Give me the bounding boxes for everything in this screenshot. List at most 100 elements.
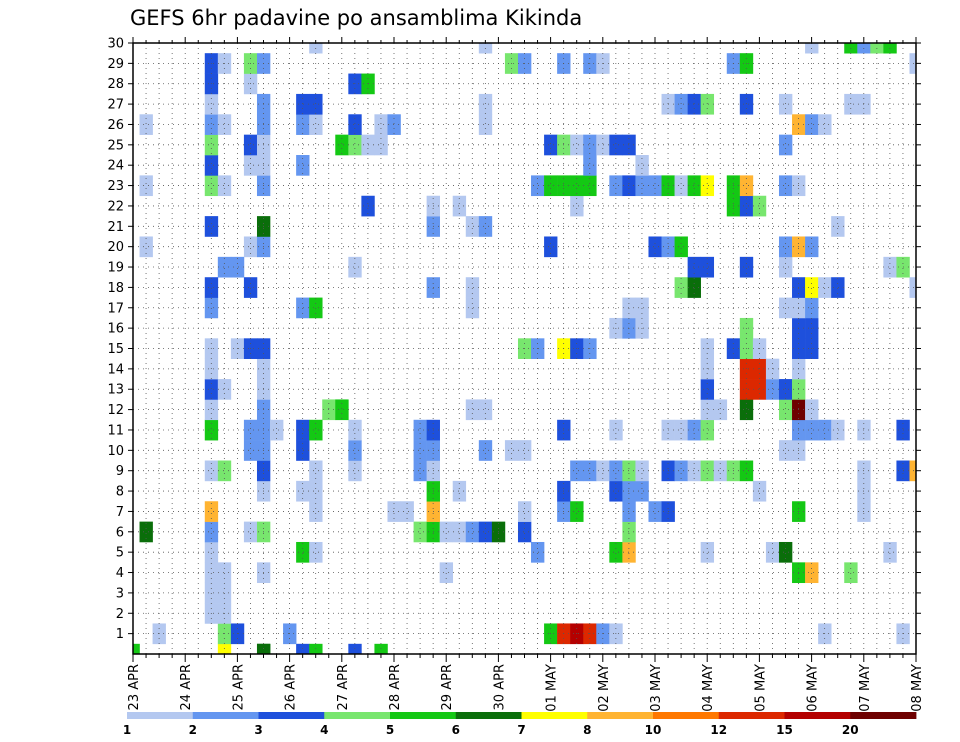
heatmap-cell: [309, 114, 323, 135]
y-tick-label: 19: [107, 261, 124, 276]
heatmap-cell: [217, 379, 232, 400]
heatmap-cell: [374, 134, 388, 156]
colorbar-segment: [784, 712, 851, 719]
heatmap-cell: [700, 175, 715, 197]
heatmap-cell: [805, 114, 819, 135]
x-tick-label: 06 MAY: [806, 664, 821, 712]
y-tick-label: 6: [116, 525, 124, 540]
heatmap-cell: [700, 379, 715, 400]
heatmap-cell: [217, 460, 232, 482]
y-tick-label: 5: [116, 546, 124, 561]
heatmap-cell: [778, 399, 793, 421]
heatmap-cell: [765, 358, 780, 380]
heatmap-cell: [622, 175, 636, 197]
heatmap-cell: [531, 541, 545, 563]
colorbar: 1 2 3 4 5 6 7 8 10 12 15 20: [123, 712, 917, 737]
heatmap-cell: [413, 440, 427, 461]
heatmap-cell: [622, 541, 636, 563]
heatmap-cell: [765, 379, 780, 400]
heatmap-cell: [387, 114, 401, 135]
colorbar-label: 1: [123, 723, 131, 737]
colorbar-segment: [324, 712, 391, 719]
heatmap-cell: [687, 460, 701, 482]
heatmap-cell: [700, 256, 715, 278]
x-tick-label: 28 APR: [388, 664, 403, 710]
colorbar-label: 12: [710, 723, 727, 737]
heatmap-cell: [765, 541, 780, 563]
heatmap-cell: [374, 114, 388, 135]
heatmap-cell: [570, 134, 584, 156]
heatmap-cell: [504, 440, 519, 461]
heatmap-cell: [544, 134, 558, 156]
heatmap-cell: [583, 175, 597, 197]
heatmap-cell: [622, 460, 636, 482]
heatmap-cell: [348, 256, 362, 278]
heatmap-cell: [204, 562, 219, 584]
heatmap-cell: [204, 277, 219, 298]
heatmap-cell: [805, 297, 819, 319]
y-tick-label: 30: [107, 37, 124, 52]
heatmap-cell: [739, 460, 754, 482]
heatmap-cell: [739, 399, 754, 421]
heatmap-cell: [883, 541, 897, 563]
heatmap-cell: [478, 521, 493, 543]
heatmap-cell: [413, 521, 427, 543]
heatmap-cell: [622, 297, 636, 319]
heatmap-cell: [674, 277, 688, 298]
heatmap-cell: [217, 175, 232, 197]
colorbar-segment: [850, 712, 917, 719]
heatmap-cell: [204, 134, 219, 156]
heatmap-cell: [818, 114, 832, 135]
heatmap-cell: [217, 114, 232, 135]
heatmap-cell: [570, 195, 584, 217]
heatmap-cell: [452, 521, 467, 543]
heatmap-cell: [570, 460, 584, 482]
heatmap-cell: [778, 236, 793, 258]
heatmap-cell: [778, 541, 793, 563]
heatmap-cell: [413, 460, 427, 482]
heatmap-cell: [739, 175, 754, 197]
heatmap-cell: [309, 501, 323, 522]
heatmap-cell: [700, 541, 715, 563]
colorbar-label: 5: [386, 723, 394, 737]
heatmap-cell: [648, 175, 662, 197]
heatmap-cell: [805, 399, 819, 421]
x-tick-label: 30 APR: [492, 664, 507, 710]
heatmap-cell: [348, 440, 362, 461]
heatmap-cell: [439, 521, 454, 543]
heatmap-cell: [348, 419, 362, 441]
heatmap-cell: [778, 440, 793, 461]
heatmap-cell: [243, 419, 258, 441]
heatmap-cell: [778, 256, 793, 278]
heatmap-cell: [700, 358, 715, 380]
heatmap-cell: [348, 460, 362, 482]
heatmap-cell: [465, 521, 480, 543]
heatmap-cell: [309, 419, 323, 441]
heatmap-cell: [531, 175, 545, 197]
colorbar-segment: [521, 712, 588, 719]
heatmap-cell: [778, 93, 793, 115]
x-tick-label: 01 MAY: [545, 664, 560, 712]
y-tick-label: 10: [107, 444, 124, 459]
heatmap-cell: [400, 501, 414, 522]
heatmap-cell: [831, 216, 845, 237]
heatmap-cell: [805, 236, 819, 258]
heatmap-cell: [309, 297, 323, 319]
heatmap-cell: [622, 480, 636, 502]
heatmap-cell: [739, 256, 754, 278]
heatmap-cell: [687, 277, 701, 298]
heatmap-cell: [133, 643, 140, 654]
heatmap-cell: [713, 460, 728, 482]
heatmap-cell: [204, 216, 219, 237]
colorbar-segment: [390, 712, 457, 719]
heatmap-cell: [243, 440, 258, 461]
heatmap-cell: [778, 175, 793, 197]
y-tick-label: 21: [107, 220, 124, 235]
heatmap-cell: [296, 297, 310, 319]
y-axis-ticks: 1234567891011121314151617181920212223242…: [107, 37, 921, 642]
heatmap-cell: [752, 379, 767, 400]
heatmap-cell: [622, 501, 636, 522]
y-tick-label: 22: [107, 199, 124, 214]
colorbar-label: 7: [517, 723, 525, 737]
heatmap-cell: [204, 114, 219, 135]
